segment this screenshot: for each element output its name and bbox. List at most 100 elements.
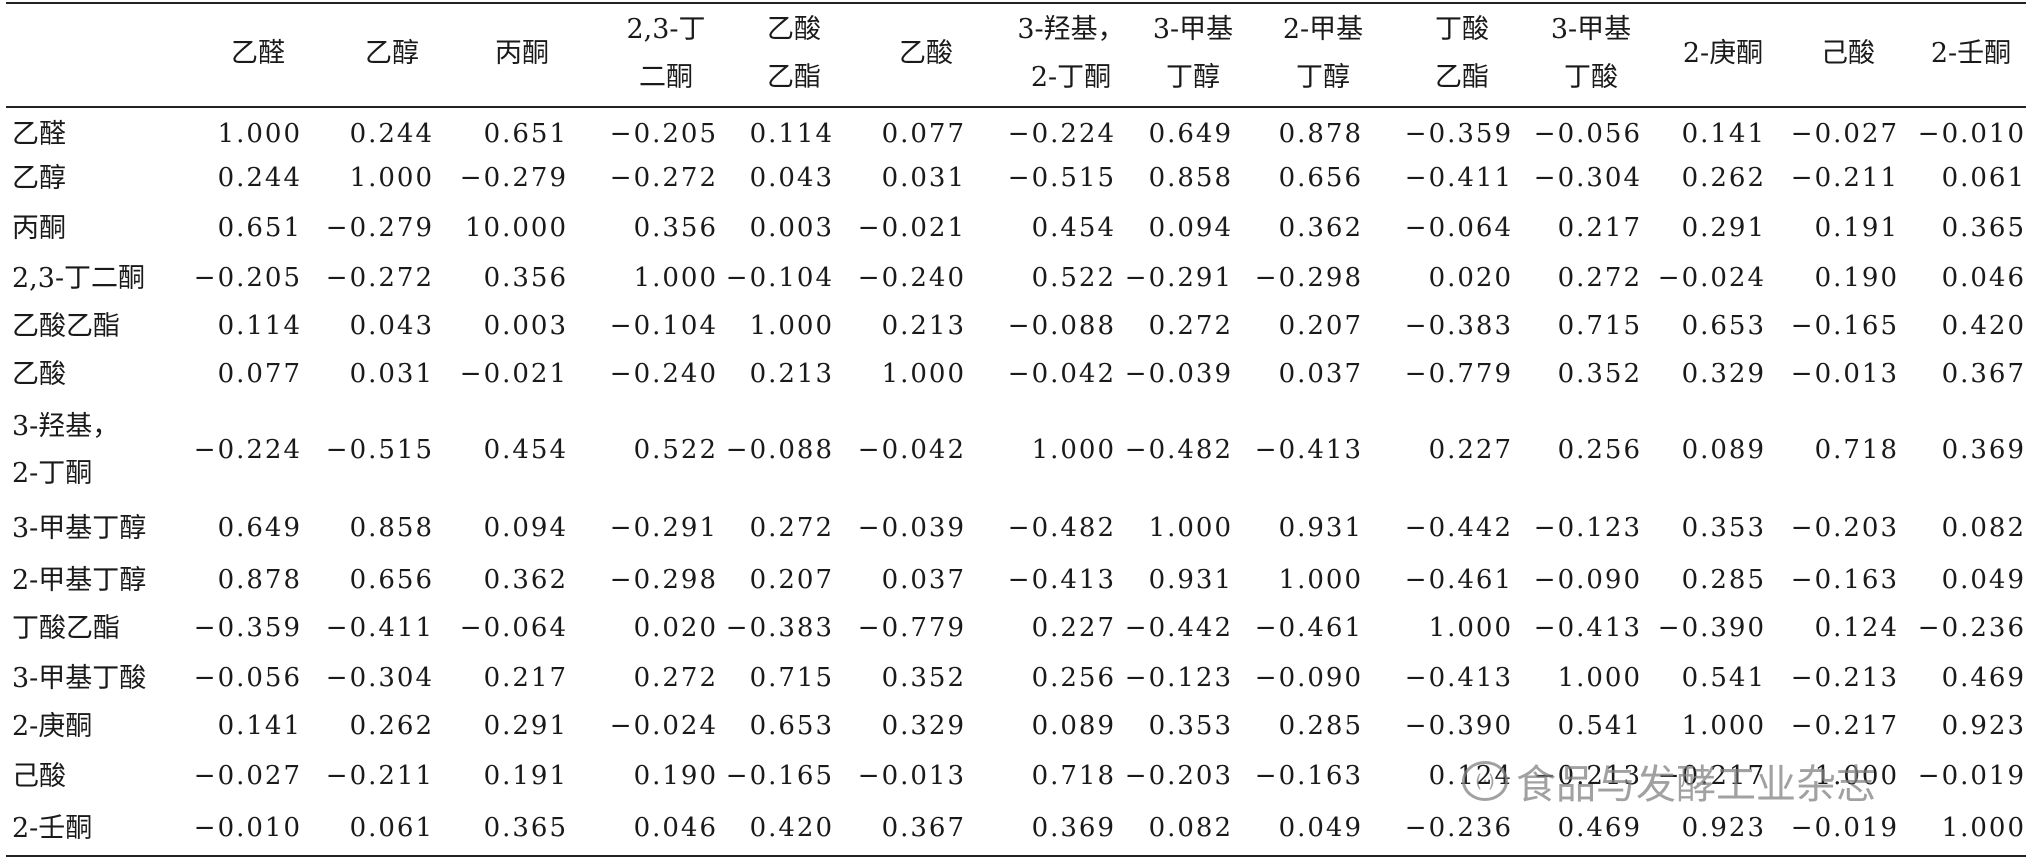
table-cell: 0.454: [483, 435, 568, 465]
table-cell: 0.020: [633, 613, 718, 643]
table-cell: 1.000: [1681, 711, 1766, 741]
table-cell: 0.656: [1278, 163, 1363, 193]
table-cell: 0.329: [1681, 359, 1766, 389]
table-cell: −0.024: [1657, 263, 1766, 293]
table-cell: 0.227: [1428, 435, 1513, 465]
table-cell: −0.104: [725, 263, 834, 293]
table-cell: −0.019: [1917, 761, 2026, 791]
header-rule: [6, 106, 2026, 108]
table-cell: 0.858: [349, 513, 434, 543]
table-cell: 0.213: [881, 311, 966, 341]
table-cell: 0.082: [1941, 513, 2026, 543]
table-cell: 0.291: [1681, 213, 1766, 243]
table-cell: 1.000: [749, 311, 834, 341]
table-cell: 0.356: [483, 263, 568, 293]
table-cell: −0.027: [193, 761, 302, 791]
column-header-line: 己酸: [1821, 38, 1875, 69]
column-header-line: 乙醛: [231, 38, 285, 69]
table-cell: −0.411: [1404, 163, 1513, 193]
table-row: 丁酸乙酯 −0.359 −0.411 −0.064 0.020 −0.383 −0.779 0…: [6, 604, 2026, 652]
table-cell: −0.236: [1404, 813, 1513, 843]
column-header-line: 乙酯: [1435, 62, 1489, 93]
table-cell: 0.651: [217, 213, 302, 243]
column-header-line: 乙酸: [767, 14, 821, 45]
row-label: 乙酸乙酯: [12, 302, 120, 350]
table-cell: 1.000: [881, 359, 966, 389]
column-header: 己酸: [1788, 6, 1908, 102]
table-cell: −0.013: [1790, 359, 1899, 389]
table-cell: 0.207: [749, 565, 834, 595]
top-rule: [6, 2, 2026, 4]
table-cell: 0.124: [1428, 761, 1513, 791]
table-cell: −0.515: [325, 435, 434, 465]
row-label-line: 乙酸乙酯: [12, 310, 120, 342]
table-cell: −0.359: [193, 613, 302, 643]
table-cell: −0.090: [1533, 565, 1642, 595]
table-cell: 0.365: [483, 813, 568, 843]
table-cell: 0.207: [1278, 311, 1363, 341]
row-label-line: 2-壬酮: [12, 812, 93, 844]
table-row: 2-壬酮 −0.010 0.061 0.365 0.046 0.420 0.367 0.369…: [6, 802, 2026, 854]
table-cell: −0.240: [609, 359, 718, 389]
table-cell: −0.013: [857, 761, 966, 791]
row-label-line: 2-庚酮: [12, 710, 93, 742]
table-cell: 0.094: [1148, 213, 1233, 243]
table-cell: −0.217: [1790, 711, 1899, 741]
table-cell: 0.353: [1148, 711, 1233, 741]
column-header: 3-羟基， 2-丁酮: [1011, 6, 1131, 102]
table-cell: 0.356: [633, 213, 718, 243]
table-cell: 0.469: [1557, 813, 1642, 843]
column-header-line: 丁酸: [1564, 62, 1618, 93]
table-row: 3-甲基丁醇 0.649 0.858 0.094 −0.291 0.272 −0.039 −0…: [6, 504, 2026, 552]
table-row: 乙酸 0.077 0.031 −0.021 −0.240 0.213 1.000 −0.042…: [6, 350, 2026, 398]
table-cell: 0.124: [1814, 613, 1899, 643]
table-cell: −0.413: [1533, 613, 1642, 643]
row-label: 乙醇: [12, 154, 66, 202]
table-cell: −0.240: [857, 263, 966, 293]
column-header-line: 丙酮: [495, 38, 549, 69]
table-cell: 0.082: [1148, 813, 1233, 843]
table-cell: 0.522: [633, 435, 718, 465]
table-cell: 0.522: [1031, 263, 1116, 293]
table-cell: 0.020: [1428, 263, 1513, 293]
table-cell: 0.651: [483, 119, 568, 149]
column-header: 3-甲基丁酸: [1531, 6, 1651, 102]
row-label-line: 己酸: [12, 760, 66, 792]
table-cell: 0.089: [1681, 435, 1766, 465]
row-label-line: 3-羟基，: [12, 411, 120, 442]
column-header-line: 2,3-丁: [626, 14, 706, 45]
column-header-line: 3-甲基: [1550, 14, 1632, 45]
table-cell: −0.298: [609, 565, 718, 595]
table-cell: 0.141: [1681, 119, 1766, 149]
table-cell: −0.442: [1124, 613, 1233, 643]
column-header-line: 乙酸: [899, 38, 953, 69]
table-cell: −0.088: [725, 435, 834, 465]
table-cell: 0.272: [1557, 263, 1642, 293]
table-cell: −0.203: [1124, 761, 1233, 791]
table-cell: −0.123: [1533, 513, 1642, 543]
table-cell: 0.715: [1557, 311, 1642, 341]
table-cell: −0.304: [1533, 163, 1642, 193]
table-cell: 0.217: [1557, 213, 1642, 243]
table-cell: −0.019: [1790, 813, 1899, 843]
table-cell: −0.461: [1254, 613, 1363, 643]
table-cell: 1.000: [217, 119, 302, 149]
table-cell: −0.279: [325, 213, 434, 243]
table-cell: 0.878: [217, 565, 302, 595]
column-header: 3-甲基 丁醇: [1133, 6, 1253, 102]
table-cell: −0.165: [1790, 311, 1899, 341]
row-label-line: 3-甲基丁酸: [12, 662, 147, 694]
row-label-line: 乙醛: [12, 118, 66, 150]
table-cell: −0.236: [1917, 613, 2026, 643]
table-row: 2-庚酮 0.141 0.262 0.291 −0.024 0.653 0.329 0.089…: [6, 702, 2026, 750]
table-cell: 0.718: [1031, 761, 1116, 791]
table-cell: 0.649: [217, 513, 302, 543]
table-cell: −0.390: [1404, 711, 1513, 741]
table-cell: −0.064: [1404, 213, 1513, 243]
column-header-line: 丁醇: [1296, 62, 1350, 93]
column-header-line: 乙醇: [365, 38, 419, 69]
table-cell: 0.046: [633, 813, 718, 843]
table-cell: 0.256: [1557, 435, 1642, 465]
row-label-line: 乙酸: [12, 358, 66, 390]
table-cell: 0.262: [349, 711, 434, 741]
